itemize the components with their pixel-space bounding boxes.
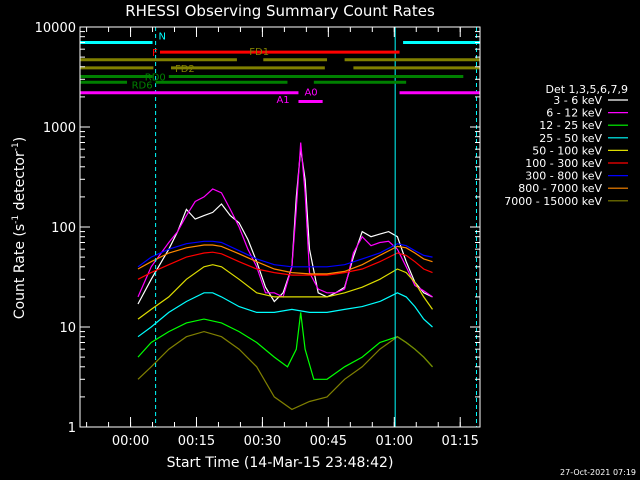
legend-label-4: 50 - 100 keV [532, 144, 602, 157]
series-line-0 [137, 149, 433, 305]
series-line-5 [137, 251, 433, 280]
state-label-fd1: FD1 [249, 47, 269, 58]
legend-label-1: 6 - 12 keV [546, 107, 602, 120]
series-line-1 [137, 142, 433, 298]
x-tick-label-0: 00:00 [112, 434, 149, 449]
legend-label-8: 7000 - 15000 keV [504, 195, 602, 208]
y-tick-label-0: 1 [68, 421, 76, 436]
state-label-n: N [159, 31, 166, 42]
plot-area [137, 142, 433, 411]
legend-label-2: 12 - 25 keV [539, 119, 602, 132]
y-label-sup2: -1 [11, 142, 21, 151]
axis-layer: 1 10 100 1000 10000 00:00 00:15 00:30 00:45 01:00… [35, 21, 481, 449]
state-label-rd0: RD0 [145, 72, 166, 83]
y-label-main: Count Rate (s [12, 224, 28, 319]
legend-label-0: 3 - 6 keV [553, 94, 602, 107]
footer-date: 27-Oct-2021 07:19 [560, 468, 636, 477]
state-label-fd2: FD2 [175, 64, 195, 75]
legend-label-3: 25 - 50 keV [539, 132, 602, 145]
series-line-7 [137, 244, 433, 275]
chart-title: RHESSI Observing Summary Count Rates [125, 2, 435, 20]
y-tick-label-1: 10 [59, 321, 76, 336]
series-line-4 [137, 264, 433, 320]
legend-label-6: 300 - 800 keV [525, 170, 602, 183]
series-line-2 [137, 312, 433, 380]
legend-label-5: 100 - 300 keV [525, 157, 602, 170]
state-label-f: F [152, 48, 158, 59]
x-tick-label-4: 01:00 [376, 434, 413, 449]
series-line-8 [137, 330, 433, 411]
state-label-a0: A0 [304, 87, 317, 98]
y-tick-label-3: 1000 [43, 121, 76, 136]
series-line-3 [137, 292, 433, 338]
y-tick-label-2: 100 [51, 221, 76, 236]
x-tick-label-3: 00:45 [310, 434, 347, 449]
x-tick-label-5: 01:15 [441, 434, 478, 449]
y-label-mid: detector [12, 151, 28, 215]
state-label-rd6: RD6 [132, 80, 153, 91]
x-tick-label-2: 00:30 [244, 434, 281, 449]
legend-label-7: 800 - 7000 keV [518, 182, 602, 195]
state-label-a1: A1 [276, 95, 289, 106]
y-label-sup1: -1 [11, 215, 21, 224]
x-tick-label-1: 00:15 [178, 434, 215, 449]
series-line-6 [137, 240, 433, 268]
y-tick-label-4: 10000 [35, 21, 76, 36]
x-axis-label: Start Time (14-Mar-15 23:48:42) [167, 455, 394, 471]
y-label-end: ) [12, 137, 28, 142]
legend-title: Det 1,3,5,6,7,9 [545, 83, 628, 96]
y-axis-label: Count Rate (s-1 detector-1) [11, 137, 28, 319]
